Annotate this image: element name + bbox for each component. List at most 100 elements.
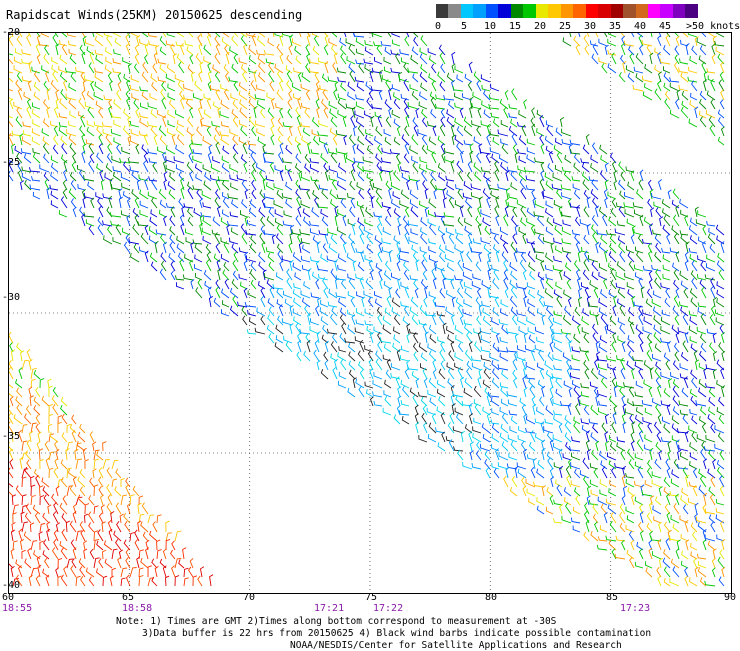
wind-barb	[705, 109, 716, 119]
wind-barb	[382, 324, 392, 335]
wind-barb	[689, 388, 698, 398]
wind-barb	[115, 539, 122, 551]
wind-barb	[332, 367, 338, 380]
wind-barb	[88, 62, 95, 74]
wind-barb	[224, 44, 230, 56]
wind-barb	[457, 188, 464, 200]
wind-barb	[672, 385, 680, 398]
wind-barb	[520, 251, 527, 263]
wind-barb	[92, 441, 97, 452]
wind-barb	[600, 155, 608, 164]
wind-barb	[105, 56, 113, 65]
wind-barb	[59, 98, 68, 110]
wind-barb	[294, 136, 302, 146]
wind-barb	[190, 71, 196, 83]
wind-barb	[424, 331, 429, 344]
wind-barb	[148, 176, 158, 182]
wind-barb	[515, 247, 527, 254]
wind-barb	[18, 429, 23, 443]
wind-barb	[89, 51, 95, 65]
wind-barb	[546, 431, 554, 443]
wind-barb	[10, 349, 16, 362]
wind-barb	[347, 218, 356, 227]
wind-barb	[509, 426, 518, 434]
wind-barb	[534, 432, 545, 443]
wind-barb	[147, 514, 155, 524]
wind-barb	[544, 172, 554, 182]
wind-barb	[545, 405, 554, 416]
wind-barb	[554, 164, 563, 173]
wind-barb	[507, 434, 518, 443]
wind-barb	[87, 106, 95, 119]
wind-barb	[17, 87, 23, 101]
wind-barb	[706, 328, 716, 335]
wind-barb	[634, 453, 644, 461]
wind-barb	[541, 189, 546, 200]
wind-barb	[277, 126, 284, 137]
wind-barb	[540, 161, 545, 173]
wind-barb	[523, 448, 527, 461]
wind-barb	[373, 400, 383, 407]
wind-barb	[481, 84, 491, 92]
wind-barb	[463, 116, 473, 128]
wind-barb	[289, 323, 294, 335]
wind-barb	[376, 223, 383, 236]
wind-barb	[516, 282, 527, 290]
wind-barb	[117, 81, 122, 92]
wind-barb	[295, 55, 302, 65]
wind-barb	[520, 441, 527, 452]
wind-barb	[275, 324, 284, 335]
wind-barb	[632, 202, 644, 209]
wind-barb	[116, 89, 122, 101]
wind-barb	[9, 97, 14, 101]
wind-barb	[689, 235, 698, 245]
wind-barb	[654, 277, 662, 290]
wind-barb	[110, 220, 122, 227]
wind-barb	[580, 418, 590, 425]
wind-barb	[130, 33, 140, 38]
wind-barb	[270, 125, 275, 137]
wind-barb	[275, 233, 284, 245]
wind-barb	[553, 410, 563, 416]
wind-barb	[212, 156, 221, 164]
wind-barb	[120, 567, 128, 578]
wind-barb	[454, 117, 464, 128]
wind-barb	[45, 457, 50, 470]
wind-barb	[678, 301, 689, 308]
wind-barb	[397, 162, 402, 173]
wind-barb	[89, 477, 95, 488]
wind-barb	[43, 98, 50, 110]
wind-barb	[229, 305, 239, 317]
wind-barb	[156, 539, 161, 551]
wind-barb	[174, 275, 185, 281]
wind-barb	[558, 423, 563, 434]
wind-barb	[27, 547, 32, 560]
wind-barb	[708, 406, 716, 416]
wind-barb	[220, 99, 230, 110]
wind-barb	[381, 237, 392, 245]
wind-barb	[519, 397, 527, 407]
wind-barb	[388, 286, 393, 299]
wind-barb	[403, 305, 410, 317]
wind-barb	[232, 295, 239, 308]
wind-barb	[612, 332, 617, 344]
wind-barb	[481, 100, 491, 110]
wind-barb	[395, 288, 401, 299]
wind-barb	[436, 379, 446, 389]
wind-barb	[553, 144, 563, 155]
wind-barb	[457, 217, 464, 227]
wind-barb	[106, 467, 113, 479]
wind-barb	[636, 439, 644, 452]
wind-barb	[679, 363, 689, 371]
wind-barb	[142, 61, 149, 74]
wind-barb	[50, 79, 59, 92]
wind-barb	[701, 61, 707, 74]
wind-barb	[630, 440, 635, 452]
wind-barb	[456, 126, 464, 137]
wind-barb	[21, 359, 29, 371]
wind-barb	[199, 98, 204, 110]
wind-barb	[152, 63, 158, 74]
wind-barb	[404, 368, 410, 380]
wind-barb	[715, 514, 725, 524]
wind-barb	[304, 163, 311, 173]
